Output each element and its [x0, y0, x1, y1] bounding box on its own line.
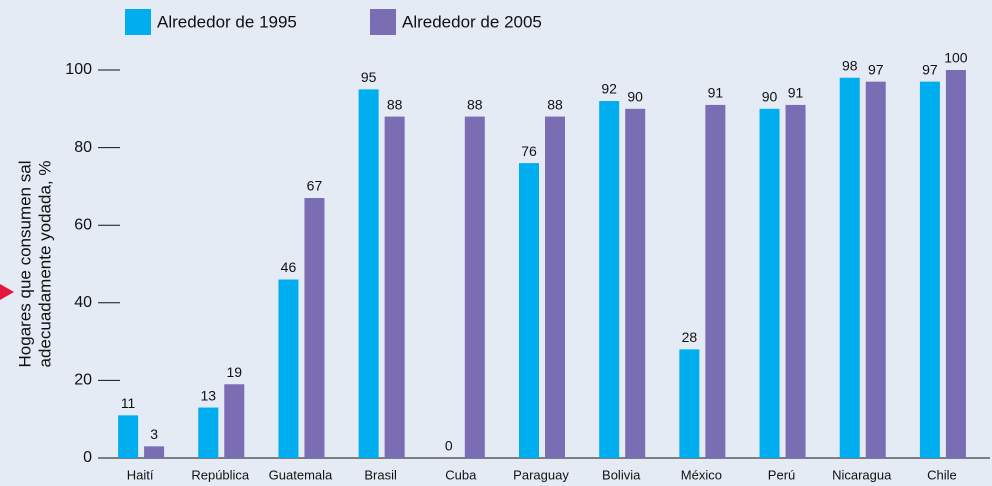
value-label: 0	[445, 438, 453, 454]
bar	[519, 163, 539, 458]
value-label: 67	[307, 178, 323, 194]
y-tick-label: 80	[74, 139, 92, 156]
bar	[198, 407, 219, 458]
x-tick-label: Haití	[127, 467, 154, 482]
x-tick-label: Perú	[768, 467, 795, 482]
y-axis-label: Hogares que consumen sal	[15, 161, 34, 368]
x-tick-label: Chile	[927, 467, 957, 482]
bar	[839, 77, 860, 458]
x-tick-label: Bolivia	[602, 467, 641, 482]
x-tick-label: República	[191, 467, 250, 482]
y-tick-label: 0	[83, 449, 92, 466]
value-label: 90	[627, 89, 643, 105]
value-label: 97	[922, 61, 938, 77]
bar	[679, 349, 700, 458]
value-label: 91	[708, 85, 724, 101]
legend-label: Alrededor de 1995	[157, 12, 297, 31]
value-label: 88	[467, 96, 483, 112]
value-label: 28	[682, 329, 698, 345]
bar	[384, 116, 405, 458]
value-label: 76	[521, 143, 537, 159]
value-label: 11	[121, 395, 136, 411]
legend-swatch	[125, 9, 151, 35]
x-tick-label: Guatemala	[269, 467, 333, 482]
bar	[304, 198, 325, 459]
value-label: 97	[868, 61, 884, 77]
bar	[118, 415, 139, 458]
legend-label: Alrededor de 2005	[402, 12, 542, 31]
bar	[464, 116, 485, 458]
value-label: 95	[361, 69, 377, 85]
value-label: 90	[762, 89, 778, 105]
x-tick-label: Nicaragua	[832, 467, 892, 482]
bar	[599, 101, 620, 458]
value-label: 98	[842, 57, 858, 73]
value-label: 46	[281, 259, 297, 275]
value-label: 91	[788, 85, 804, 101]
bar	[865, 81, 886, 458]
bar	[919, 81, 940, 458]
x-tick-label: Brasil	[364, 467, 397, 482]
y-axis-label: adecuadamente yodada, %	[35, 161, 54, 368]
bar	[144, 446, 165, 458]
bar	[945, 70, 966, 458]
y-tick-label: 60	[74, 216, 92, 233]
value-label: 13	[200, 387, 216, 403]
value-label: 3	[150, 426, 158, 442]
value-label: 88	[547, 96, 563, 112]
y-tick-label: 40	[74, 294, 92, 311]
x-tick-label: Paraguay	[513, 467, 569, 482]
bar	[759, 108, 780, 459]
y-tick-label: 100	[65, 61, 92, 78]
y-tick-label: 20	[74, 372, 92, 389]
value-label: 92	[601, 81, 617, 97]
bar	[545, 116, 565, 458]
bar	[705, 104, 726, 459]
bar	[625, 108, 646, 459]
marker-triangle	[0, 284, 14, 300]
bar	[224, 384, 245, 458]
value-label: 19	[226, 364, 242, 380]
value-label: 88	[387, 96, 403, 112]
value-label: 100	[944, 50, 968, 66]
bar	[785, 104, 806, 459]
legend-swatch	[370, 9, 396, 35]
x-tick-label: México	[681, 467, 722, 482]
x-tick-label: Cuba	[445, 467, 477, 482]
bar	[358, 89, 379, 459]
bar	[278, 279, 299, 458]
